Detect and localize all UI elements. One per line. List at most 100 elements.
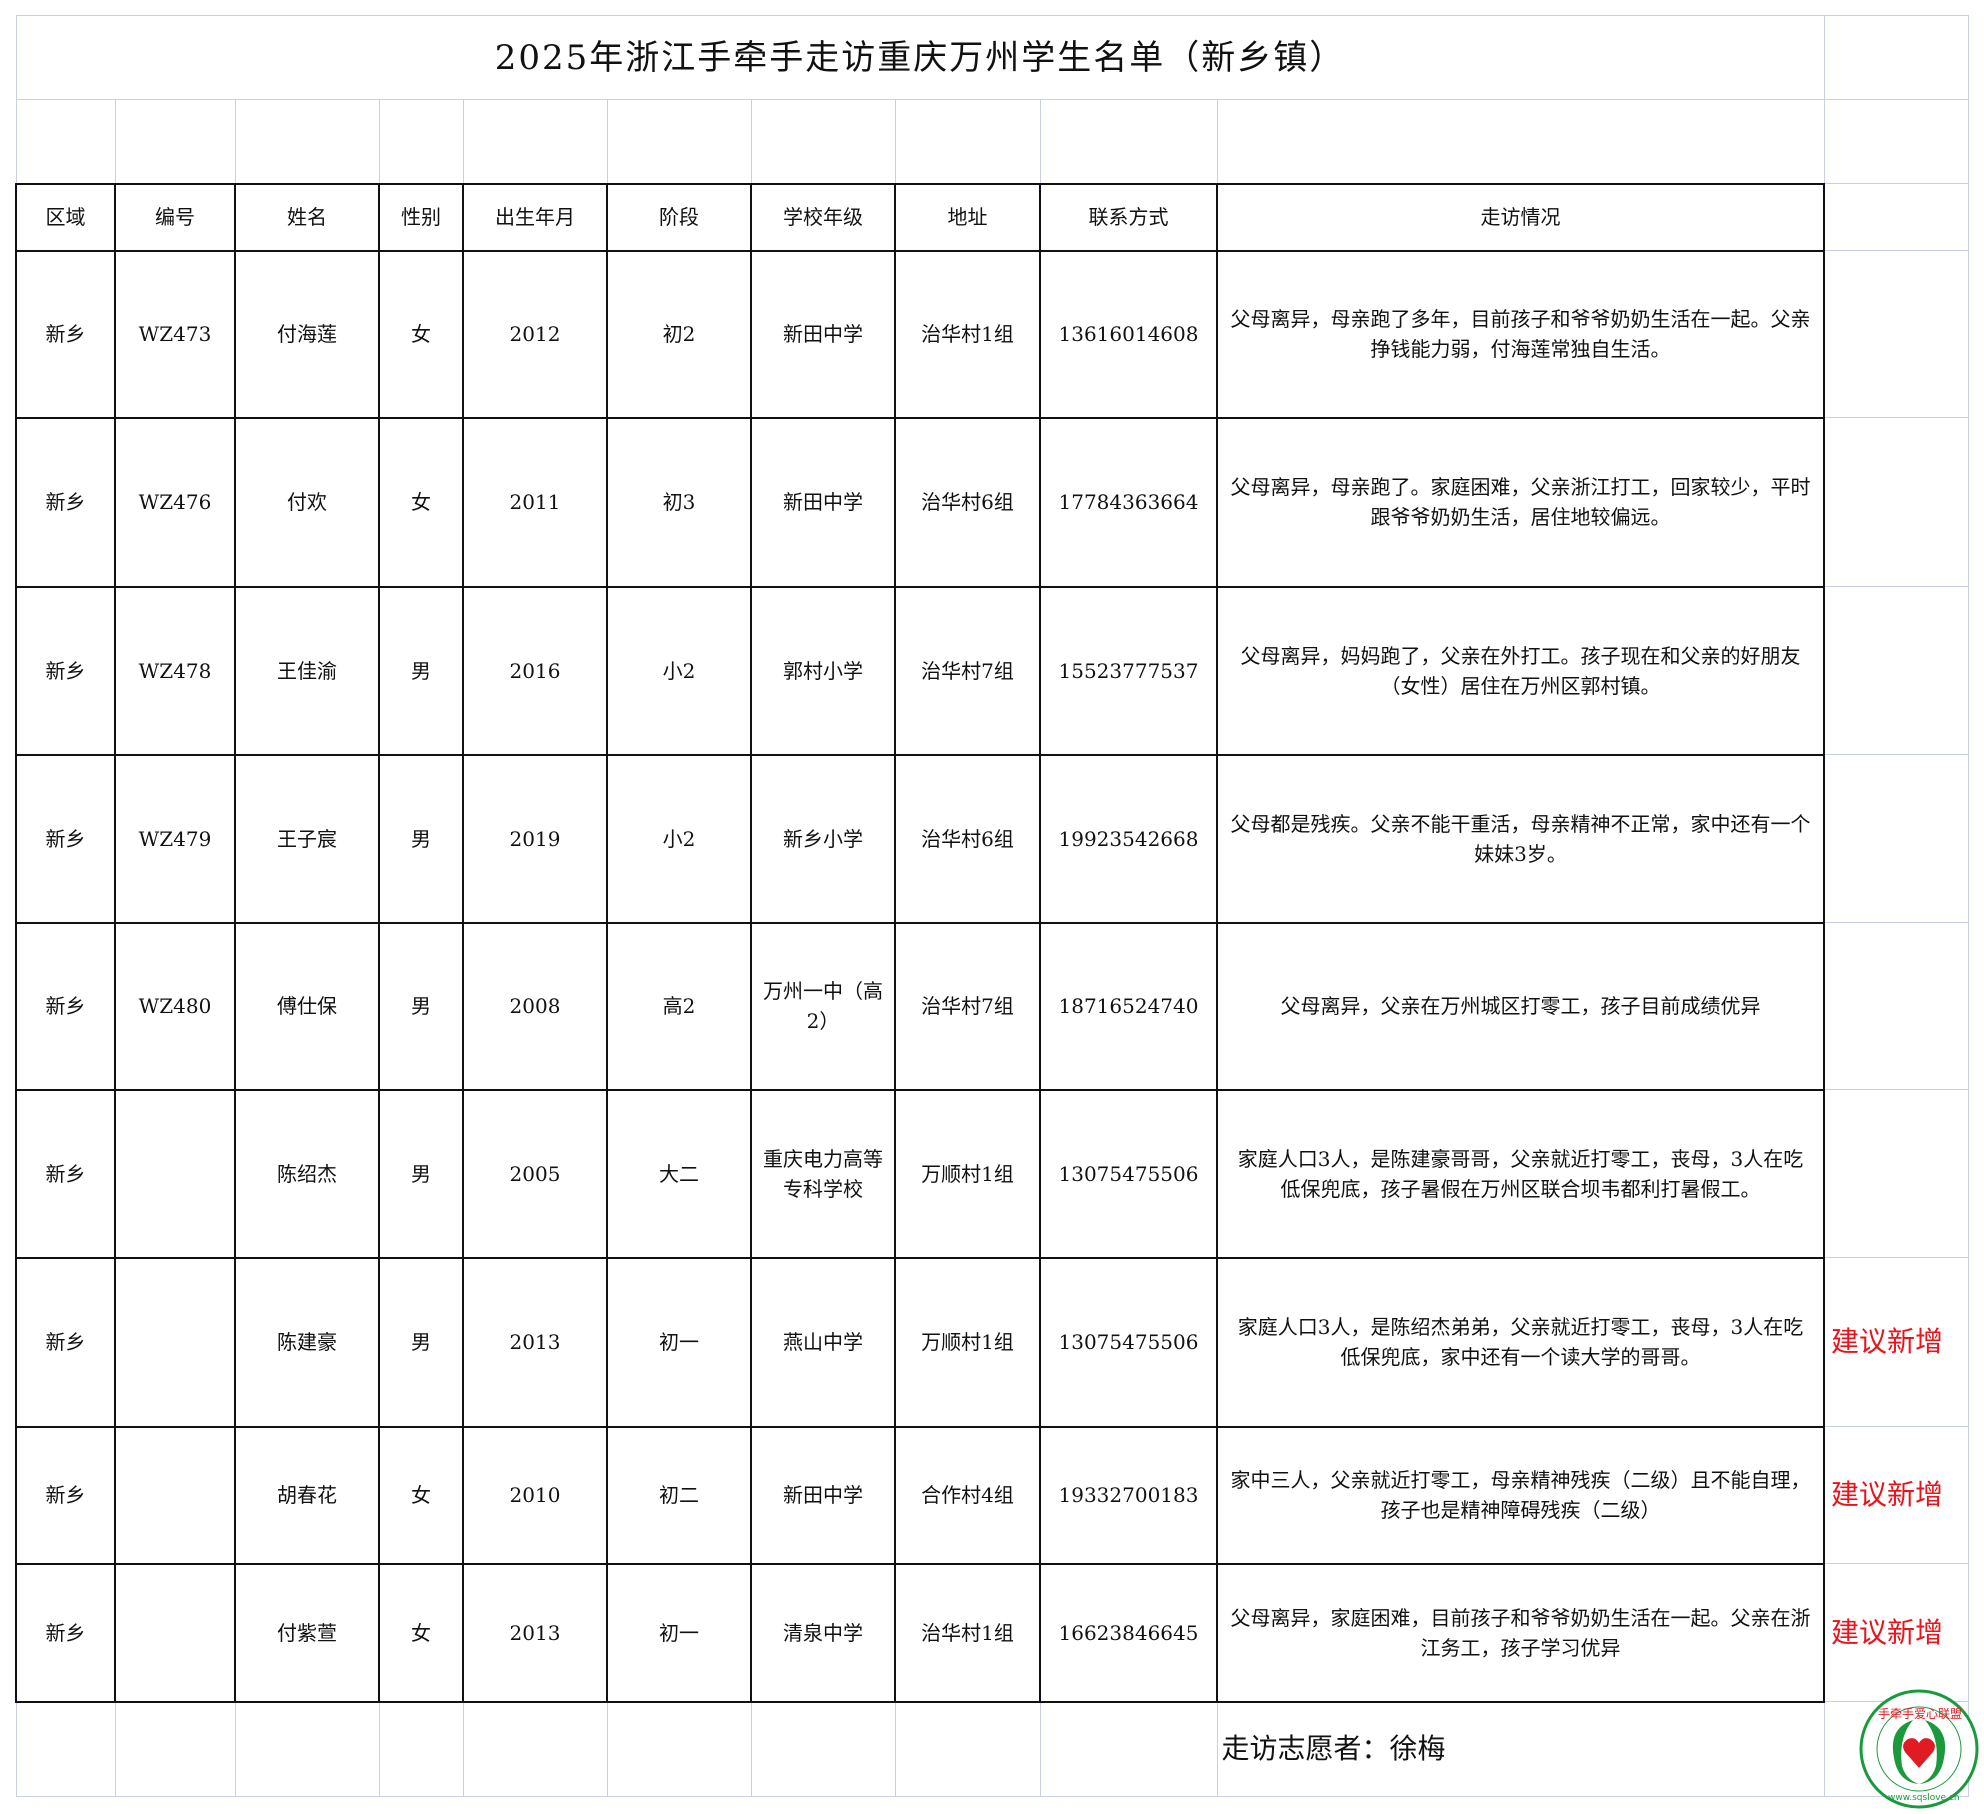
- empty-cell[interactable]: [378, 1701, 464, 1797]
- cell-school[interactable]: 新乡小学: [750, 753, 896, 924]
- cell-gender[interactable]: 男: [378, 585, 464, 756]
- cell-birth[interactable]: 2011: [462, 416, 608, 588]
- cell-stage[interactable]: 大二: [606, 1088, 752, 1259]
- cell-birth[interactable]: 2016: [462, 585, 608, 756]
- cell-phone[interactable]: 18716524740: [1039, 921, 1218, 1091]
- suggestion-note[interactable]: [1823, 586, 1969, 755]
- cell-phone[interactable]: 13075475506: [1039, 1256, 1218, 1428]
- cell-visit[interactable]: 父母都是残疾。父亲不能干重活，母亲精神不正常，家中还有一个妹妹3岁。: [1216, 753, 1825, 924]
- cell-phone[interactable]: 17784363664: [1039, 416, 1218, 588]
- cell-region[interactable]: 新乡: [15, 1562, 116, 1703]
- empty-cell[interactable]: [1823, 183, 1969, 251]
- cell-region[interactable]: 新乡: [15, 416, 116, 588]
- cell-birth[interactable]: 2010: [462, 1425, 608, 1565]
- cell-gender[interactable]: 男: [378, 1256, 464, 1428]
- empty-cell[interactable]: [15, 1701, 116, 1797]
- cell-birth[interactable]: 2019: [462, 753, 608, 924]
- cell-birth[interactable]: 2005: [462, 1088, 608, 1259]
- empty-cell[interactable]: [1039, 1701, 1218, 1797]
- empty-cell[interactable]: [234, 1701, 380, 1797]
- cell-visit[interactable]: 父母离异，父亲在万州城区打零工，孩子目前成绩优异: [1216, 921, 1825, 1091]
- cell-phone[interactable]: 16623846645: [1039, 1562, 1218, 1703]
- cell-school[interactable]: 重庆电力高等专科学校: [750, 1088, 896, 1259]
- cell-stage[interactable]: 初二: [606, 1425, 752, 1565]
- cell-address[interactable]: 治华村6组: [894, 753, 1041, 924]
- cell-address[interactable]: 治华村1组: [894, 1562, 1041, 1703]
- cell-address[interactable]: 合作村4组: [894, 1425, 1041, 1565]
- cell-address[interactable]: 万顺村1组: [894, 1256, 1041, 1428]
- suggestion-note[interactable]: [1823, 417, 1969, 587]
- cell-name[interactable]: 付欢: [234, 416, 380, 588]
- cell-gender[interactable]: 男: [378, 753, 464, 924]
- empty-cell[interactable]: [750, 1701, 896, 1797]
- suggestion-note[interactable]: [1823, 250, 1969, 418]
- cell-school[interactable]: 新田中学: [750, 416, 896, 588]
- suggestion-note[interactable]: [1823, 922, 1969, 1090]
- cell-name[interactable]: 傅仕保: [234, 921, 380, 1091]
- cell-name[interactable]: 付紫萱: [234, 1562, 380, 1703]
- cell-phone[interactable]: 13616014608: [1039, 249, 1218, 419]
- cell-address[interactable]: 治华村6组: [894, 416, 1041, 588]
- cell-visit[interactable]: 家中三人，父亲就近打零工，母亲精神残疾（二级）且不能自理，孩子也是精神障碍残疾（…: [1216, 1425, 1825, 1565]
- cell-gender[interactable]: 男: [378, 1088, 464, 1259]
- cell-gender[interactable]: 女: [378, 1425, 464, 1565]
- empty-cell[interactable]: [606, 1701, 752, 1797]
- cell-gender[interactable]: 男: [378, 921, 464, 1091]
- cell-gender[interactable]: 女: [378, 249, 464, 419]
- cell-region[interactable]: 新乡: [15, 585, 116, 756]
- cell-id[interactable]: [114, 1256, 236, 1428]
- cell-school[interactable]: 新田中学: [750, 249, 896, 419]
- cell-phone[interactable]: 15523777537: [1039, 585, 1218, 756]
- suggestion-note[interactable]: [1823, 1089, 1969, 1258]
- empty-cell[interactable]: [114, 1701, 236, 1797]
- cell-visit[interactable]: 父母离异，母亲跑了。家庭困难，父亲浙江打工，回家较少，平时跟爷爷奶奶生活，居住地…: [1216, 416, 1825, 588]
- empty-cell[interactable]: [894, 1701, 1041, 1797]
- cell-birth[interactable]: 2013: [462, 1256, 608, 1428]
- cell-region[interactable]: 新乡: [15, 1088, 116, 1259]
- cell-region[interactable]: 新乡: [15, 1256, 116, 1428]
- cell-name[interactable]: 王佳渝: [234, 585, 380, 756]
- cell-id[interactable]: WZ478: [114, 585, 236, 756]
- cell-region[interactable]: 新乡: [15, 921, 116, 1091]
- cell-visit[interactable]: 父母离异，家庭困难，目前孩子和爷爷奶奶生活在一起。父亲在浙江务工，孩子学习优异: [1216, 1562, 1825, 1703]
- cell-name[interactable]: 王子宸: [234, 753, 380, 924]
- cell-stage[interactable]: 小2: [606, 585, 752, 756]
- cell-school[interactable]: 燕山中学: [750, 1256, 896, 1428]
- cell-name[interactable]: 胡春花: [234, 1425, 380, 1565]
- cell-birth[interactable]: 2013: [462, 1562, 608, 1703]
- cell-visit[interactable]: 家庭人口3人，是陈建豪哥哥，父亲就近打零工，丧母，3人在吃低保兜底，孩子暑假在万…: [1216, 1088, 1825, 1259]
- cell-address[interactable]: 万顺村1组: [894, 1088, 1041, 1259]
- cell-birth[interactable]: 2012: [462, 249, 608, 419]
- cell-region[interactable]: 新乡: [15, 249, 116, 419]
- cell-school[interactable]: 新田中学: [750, 1425, 896, 1565]
- cell-stage[interactable]: 高2: [606, 921, 752, 1091]
- cell-school[interactable]: 万州一中（高2）: [750, 921, 896, 1091]
- cell-stage[interactable]: 初一: [606, 1562, 752, 1703]
- cell-id[interactable]: [114, 1088, 236, 1259]
- cell-id[interactable]: WZ480: [114, 921, 236, 1091]
- cell-phone[interactable]: 13075475506: [1039, 1088, 1218, 1259]
- suggestion-note[interactable]: [1823, 754, 1969, 923]
- cell-name[interactable]: 付海莲: [234, 249, 380, 419]
- cell-school[interactable]: 郭村小学: [750, 585, 896, 756]
- cell-gender[interactable]: 女: [378, 1562, 464, 1703]
- suggestion-note[interactable]: 建议新增: [1823, 1563, 1969, 1702]
- cell-id[interactable]: WZ476: [114, 416, 236, 588]
- cell-stage[interactable]: 小2: [606, 753, 752, 924]
- cell-phone[interactable]: 19332700183: [1039, 1425, 1218, 1565]
- cell-region[interactable]: 新乡: [15, 753, 116, 924]
- suggestion-note[interactable]: 建议新增: [1823, 1426, 1969, 1564]
- cell-gender[interactable]: 女: [378, 416, 464, 588]
- cell-stage[interactable]: 初3: [606, 416, 752, 588]
- cell-name[interactable]: 陈建豪: [234, 1256, 380, 1428]
- cell-birth[interactable]: 2008: [462, 921, 608, 1091]
- cell-id[interactable]: WZ479: [114, 753, 236, 924]
- cell-address[interactable]: 治华村7组: [894, 585, 1041, 756]
- cell-address[interactable]: 治华村1组: [894, 249, 1041, 419]
- cell-visit[interactable]: 家庭人口3人，是陈绍杰弟弟，父亲就近打零工，丧母，3人在吃低保兜底，家中还有一个…: [1216, 1256, 1825, 1428]
- cell-stage[interactable]: 初一: [606, 1256, 752, 1428]
- cell-region[interactable]: 新乡: [15, 1425, 116, 1565]
- cell-visit[interactable]: 父母离异，母亲跑了多年，目前孩子和爷爷奶奶生活在一起。父亲挣钱能力弱，付海莲常独…: [1216, 249, 1825, 419]
- empty-cell[interactable]: [462, 1701, 608, 1797]
- cell-id[interactable]: WZ473: [114, 249, 236, 419]
